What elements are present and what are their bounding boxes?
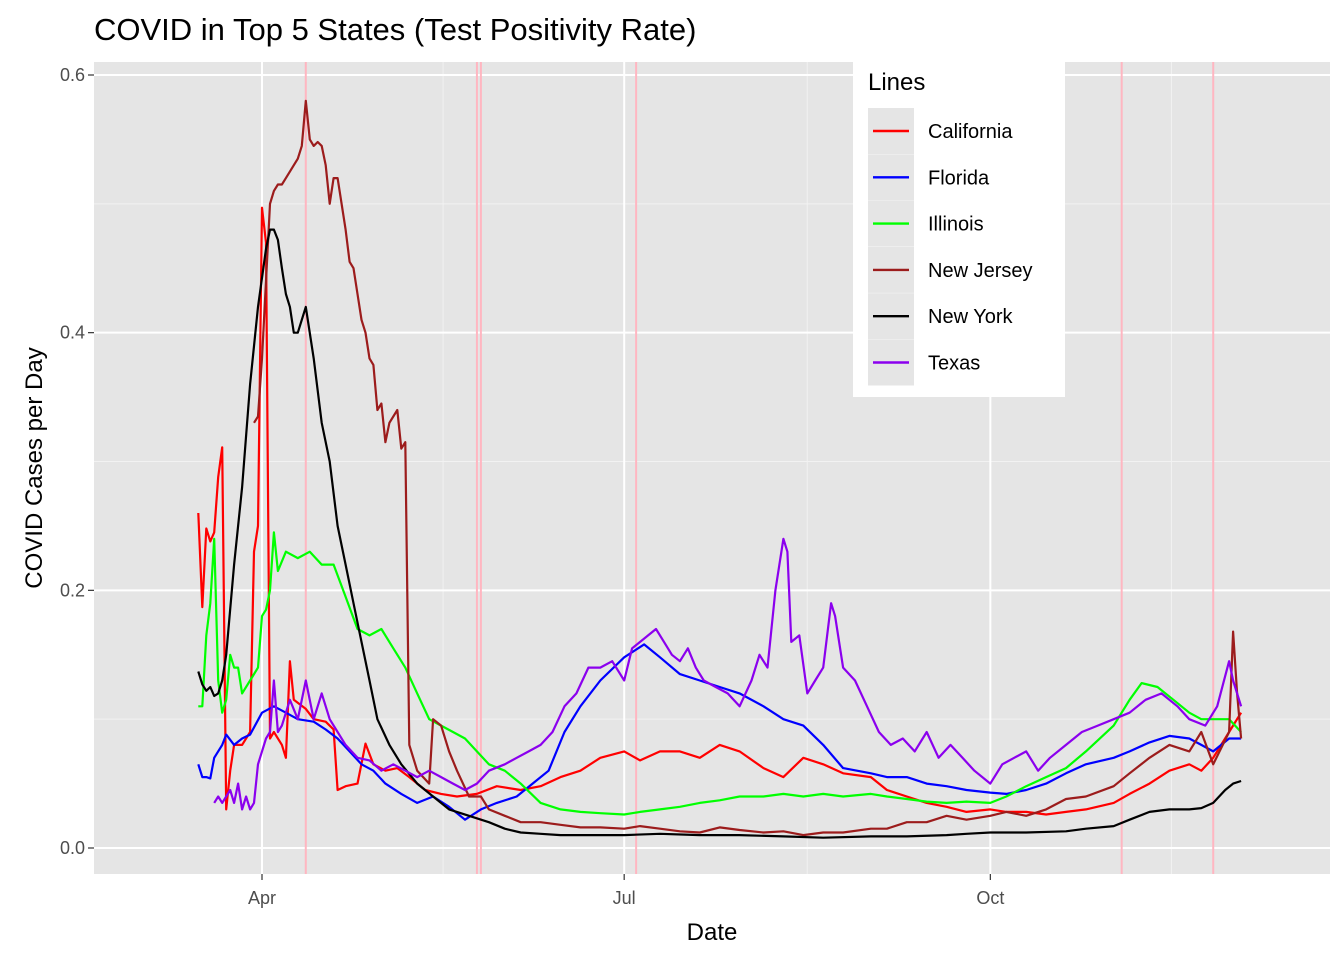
legend-label: Illinois xyxy=(928,214,984,236)
legend-title: Lines xyxy=(868,69,925,96)
series-line-california xyxy=(197,206,1243,816)
y-axis-title: COVID Cases per Day xyxy=(21,347,48,588)
legend-item: New Jersey xyxy=(868,246,1032,293)
legend-label: Florida xyxy=(928,167,990,189)
grid-major xyxy=(94,62,1330,874)
y-axis: 0.0 0.2 0.4 0.6 xyxy=(60,65,94,858)
plot-panel xyxy=(94,62,1330,874)
legend-item: New York xyxy=(868,293,1013,340)
legend-item: Illinois xyxy=(868,200,984,247)
reference-lines xyxy=(304,62,1215,874)
legend-item: Texas xyxy=(868,339,980,386)
x-tick-label: Jul xyxy=(613,888,636,908)
x-tick-label: Apr xyxy=(248,888,276,908)
legend-label: Texas xyxy=(928,353,980,375)
series-line-illinois xyxy=(198,531,1242,816)
legend: Lines California Florida Illinois New Jerse… xyxy=(853,60,1065,397)
y-tick-label: 0.0 xyxy=(60,838,85,858)
legend-label: New York xyxy=(928,306,1013,328)
x-axis: Apr Jul Oct xyxy=(248,874,1004,908)
y-tick-label: 0.4 xyxy=(60,323,85,343)
legend-label: New Jersey xyxy=(928,260,1032,282)
series-line-texas xyxy=(213,537,1243,811)
legend-label: California xyxy=(928,121,1013,143)
series-line-florida xyxy=(197,643,1242,821)
x-tick-label: Oct xyxy=(976,888,1004,908)
y-tick-label: 0.2 xyxy=(60,580,85,600)
legend-item: California xyxy=(868,108,1013,154)
y-tick-label: 0.6 xyxy=(60,65,85,85)
chart-title: COVID in Top 5 States (Test Positivity R… xyxy=(94,12,696,47)
series-line-new-jersey xyxy=(253,99,1243,837)
series-lines xyxy=(197,99,1243,839)
legend-items: California Florida Illinois New Jersey New Y… xyxy=(868,108,1032,386)
x-axis-title: Date xyxy=(687,919,738,946)
series-line-new-york xyxy=(197,228,1242,839)
legend-item: Florida xyxy=(868,154,990,201)
